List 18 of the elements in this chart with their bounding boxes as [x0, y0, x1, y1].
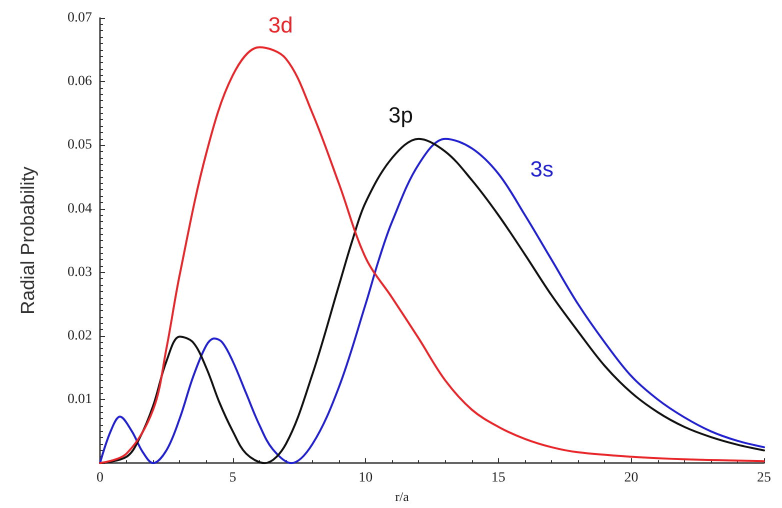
y-tick-label: 0.02 [68, 328, 92, 344]
y-axis-title: Radial Probability [18, 166, 39, 314]
x-tick-label: 0 [96, 470, 104, 486]
x-tick-label: 20 [624, 470, 638, 486]
y-tick-label: 0.05 [68, 138, 92, 153]
x-tick-label: 15 [491, 470, 506, 486]
x-tick-label: 10 [358, 470, 373, 486]
y-tick-label: 0.04 [68, 201, 92, 216]
y-tick-label: 0.01 [68, 392, 92, 408]
y-tick-label: 0.07 [68, 10, 92, 26]
y-tick-label: 0.03 [68, 264, 92, 280]
x-tick-label: 5 [229, 470, 236, 486]
series-label: 3d [268, 12, 293, 38]
x-axis-title: r/a [395, 489, 410, 504]
series-label: 3p [388, 102, 413, 128]
series-label: 3s [530, 156, 554, 182]
y-tick-label: 0.06 [68, 74, 92, 90]
x-tick-label: 25 [757, 470, 771, 486]
